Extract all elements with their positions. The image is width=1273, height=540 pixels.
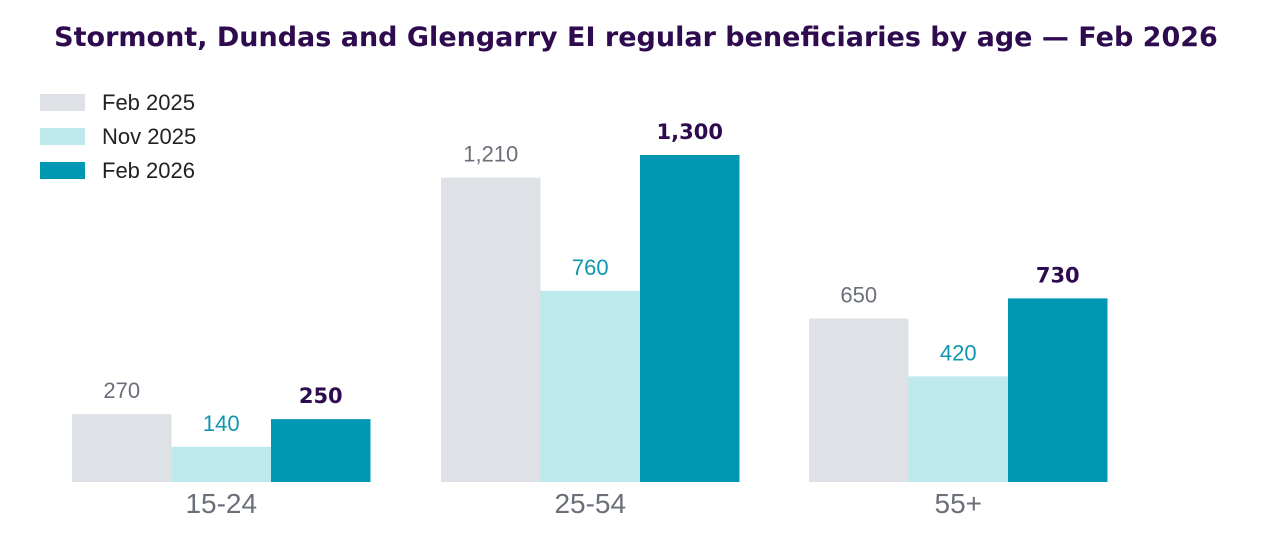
value-label-55-feb-2025: 650 [840,283,877,308]
value-label-55-nov-2025: 420 [940,340,977,365]
bar-55-feb-2026 [1008,298,1108,482]
legend-swatch-feb-2026 [40,162,85,179]
value-label-25-54-feb-2026: 1,300 [657,120,723,144]
category-label-25-54: 25-54 [554,488,626,519]
value-label-15-24-feb-2025: 270 [103,378,140,403]
value-label-15-24-feb-2026: 250 [299,384,343,408]
chart-title: Stormont, Dundas and Glengarry EI regula… [54,22,1218,53]
value-labels-group: 270 140 250 1,210 760 1,300 650 420 730 [103,120,1079,436]
category-label-55: 55+ [935,488,983,519]
value-label-25-54-nov-2025: 760 [572,255,609,280]
bar-25-54-nov-2025 [540,290,640,482]
value-label-25-54-feb-2025: 1,210 [463,142,518,167]
bar-25-54-feb-2026 [640,155,740,482]
legend-label-feb-2025: Feb 2025 [102,90,195,115]
bar-55-nov-2025 [908,376,1008,482]
bar-25-54-feb-2025 [441,177,541,482]
bar-15-24-feb-2025 [72,414,172,482]
value-label-15-24-nov-2025: 140 [203,411,240,436]
bar-15-24-feb-2026 [271,419,371,482]
legend: Feb 2025 Nov 2025 Feb 2026 [40,90,196,183]
category-label-15-24: 15-24 [185,488,257,519]
category-labels-group: 15-24 25-54 55+ [185,488,982,519]
legend-label-nov-2025: Nov 2025 [102,124,196,149]
value-label-55-feb-2026: 730 [1036,263,1080,287]
legend-swatch-nov-2025 [40,128,85,145]
bar-15-24-nov-2025 [171,446,271,482]
bar-55-feb-2025 [809,318,909,482]
bars-group [72,155,1108,482]
legend-swatch-feb-2025 [40,94,85,111]
legend-label-feb-2026: Feb 2026 [102,158,195,183]
